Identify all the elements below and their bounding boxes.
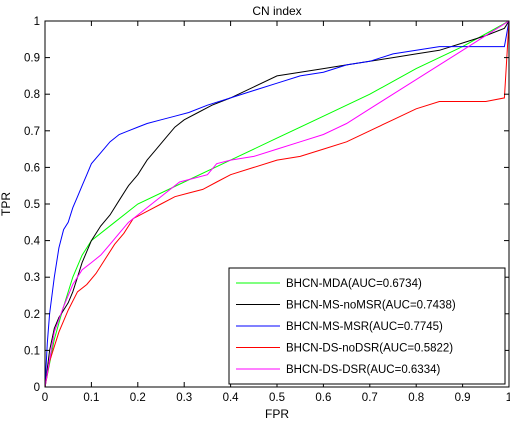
legend-items: BHCN-MDA(AUC=0.6734) BHCN-MS-noMSR(AUC=0.… [236,278,456,376]
x-tick-label: 0.6 [315,392,331,404]
legend-label-2: BHCN-MS-noMSR(AUC=0.7438) [286,300,456,312]
series-line-4 [44,20,510,388]
series-layer [44,20,510,388]
legend: BHCN-MDA(AUC=0.6734) BHCN-MS-noMSR(AUC=0.… [228,267,506,385]
x-axis-ticks: 0 0.1 0.2 0.3 0.4 0.5 0.6 0.7 0.8 0.9 1 [42,21,510,404]
y-tick-label: 0.5 [24,199,40,211]
y-tick-label: 0.1 [24,345,40,357]
series-line-1 [44,20,510,388]
legend-label-3: BHCN-MS-MSR(AUC=0.7745) [286,321,443,333]
y-tick-label: 0.3 [24,272,40,284]
x-tick-label: 0.4 [223,392,240,404]
series-line-2 [44,20,510,388]
chart-title: CN index [252,4,301,18]
x-tick-label: 0.2 [130,392,146,404]
series-line-3 [44,20,510,388]
series-line-5 [44,20,510,388]
x-tick-label: 0.9 [455,392,471,404]
y-tick-label: 0.8 [24,89,40,101]
y-tick-label: 0.4 [24,236,41,248]
legend-label-4: BHCN-DS-noDSR(AUC=0.5822) [286,343,453,355]
x-tick-label: 0.5 [269,392,285,404]
x-tick-label: 0 [42,392,48,404]
y-axis-label: TPR [0,192,13,216]
x-tick-label: 1 [506,392,510,404]
x-tick-label: 0.8 [408,392,424,404]
y-tick-label: 0.6 [24,162,40,174]
y-axis-ticks: 0 0.1 0.2 0.3 0.4 0.5 0.6 0.7 0.8 0.9 1 [24,16,509,394]
legend-label-1: BHCN-MDA(AUC=0.6734) [286,278,422,290]
y-tick-label: 1 [34,16,40,28]
y-tick-label: 0 [34,382,40,394]
y-tick-label: 0.9 [24,53,40,65]
y-tick-label: 0.2 [24,309,40,321]
x-axis-label: FPR [265,407,289,421]
x-tick-label: 0.1 [83,392,99,404]
legend-label-5: BHCN-DS-DSR(AUC=0.6334) [286,364,440,376]
x-tick-label: 0.3 [176,392,192,404]
x-tick-label: 0.7 [362,392,378,404]
y-tick-label: 0.7 [24,126,40,138]
